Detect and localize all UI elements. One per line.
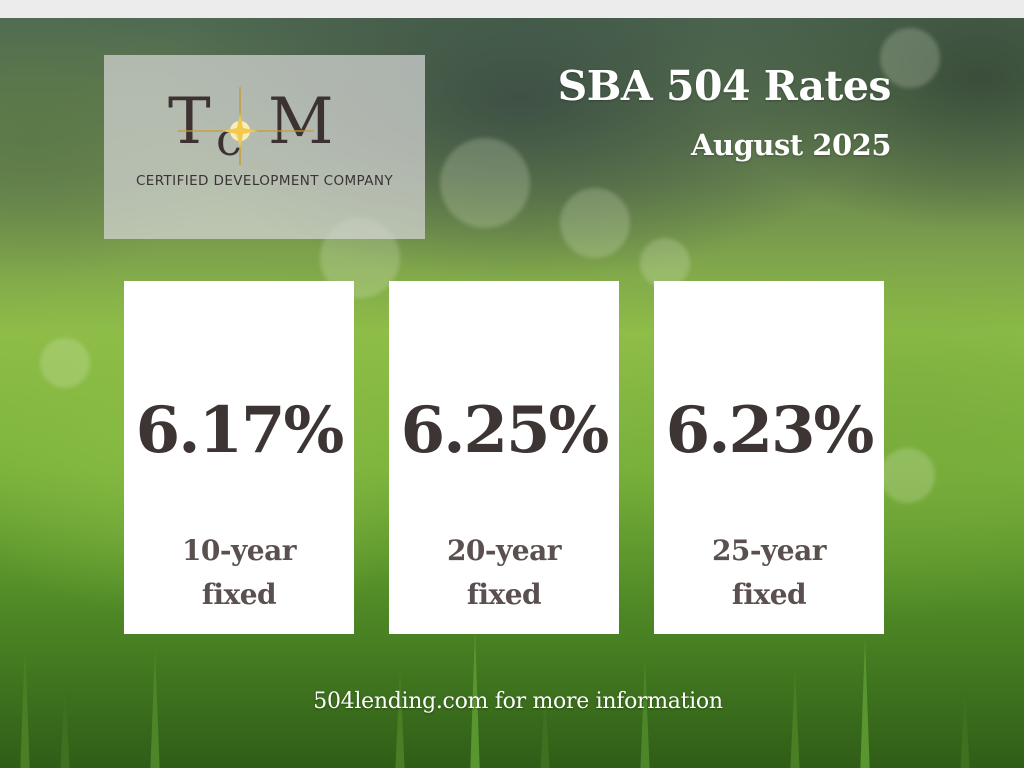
rate-term-type: fixed xyxy=(466,578,542,611)
logo-star-icon xyxy=(178,87,314,165)
page-subtitle: August 2025 xyxy=(691,128,891,162)
logo-tagline: CERTIFIED DEVELOPMENT COMPANY xyxy=(135,173,393,189)
rate-value: 6.25% xyxy=(400,393,610,468)
rate-card-10-year: 6.17% 10-year fixed xyxy=(124,281,354,634)
logo-letter-m: M xyxy=(268,85,334,159)
rate-term-type: fixed xyxy=(201,578,277,611)
rate-term-length: 25-year xyxy=(711,534,827,567)
rate-term: 25-year fixed xyxy=(654,529,884,617)
company-logo: T c M CERTIFIED DEVELOPMENT COMPANY xyxy=(104,55,425,239)
rate-value: 6.23% xyxy=(665,393,875,468)
rate-card-25-year: 6.23% 25-year fixed xyxy=(654,281,884,634)
rate-term-length: 10-year xyxy=(181,534,297,567)
rate-value: 6.17% xyxy=(135,393,345,468)
rate-term: 10-year fixed xyxy=(124,529,354,617)
rate-card-20-year: 6.25% 20-year fixed xyxy=(389,281,619,634)
rate-term: 20-year fixed xyxy=(389,529,619,617)
rate-term-type: fixed xyxy=(731,578,807,611)
logo-letter-t: T xyxy=(168,85,211,159)
rate-term-length: 20-year xyxy=(446,534,562,567)
top-bar xyxy=(0,0,1024,18)
footer-info-link: 504lending.com for more information xyxy=(313,689,723,714)
page-title: SBA 504 Rates xyxy=(557,62,892,110)
tcm-logo-mark: T c M xyxy=(168,85,334,166)
